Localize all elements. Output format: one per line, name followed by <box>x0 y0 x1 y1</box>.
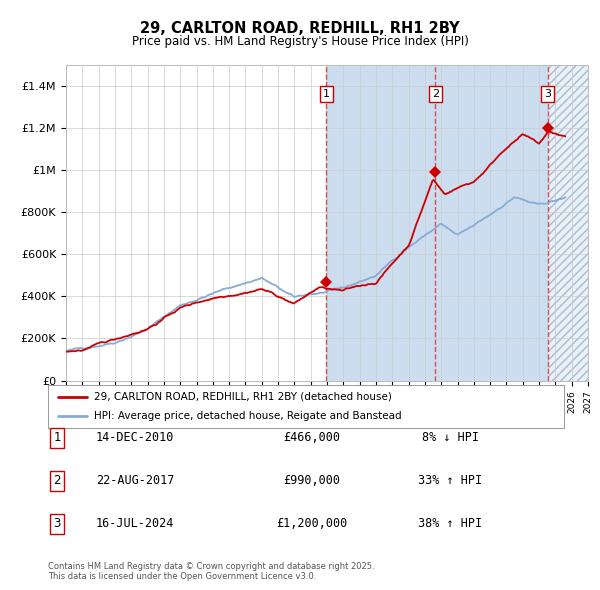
Text: 3: 3 <box>53 517 61 530</box>
Text: 1: 1 <box>323 89 329 99</box>
Text: 33% ↑ HPI: 33% ↑ HPI <box>418 474 482 487</box>
Text: 14-DEC-2010: 14-DEC-2010 <box>96 431 174 444</box>
Bar <box>436 65 548 381</box>
Text: 3: 3 <box>544 89 551 99</box>
Text: 29, CARLTON ROAD, REDHILL, RH1 2BY (detached house): 29, CARLTON ROAD, REDHILL, RH1 2BY (deta… <box>94 392 392 402</box>
Bar <box>548 65 588 381</box>
Text: HPI: Average price, detached house, Reigate and Banstead: HPI: Average price, detached house, Reig… <box>94 411 402 421</box>
Text: £1,200,000: £1,200,000 <box>277 517 347 530</box>
Text: 22-AUG-2017: 22-AUG-2017 <box>96 474 174 487</box>
Text: 38% ↑ HPI: 38% ↑ HPI <box>418 517 482 530</box>
Text: 2: 2 <box>53 474 61 487</box>
Text: 16-JUL-2024: 16-JUL-2024 <box>96 517 174 530</box>
Text: 8% ↓ HPI: 8% ↓ HPI <box>421 431 479 444</box>
Text: Price paid vs. HM Land Registry's House Price Index (HPI): Price paid vs. HM Land Registry's House … <box>131 35 469 48</box>
Text: £466,000: £466,000 <box>284 431 341 444</box>
Text: Contains HM Land Registry data © Crown copyright and database right 2025.
This d: Contains HM Land Registry data © Crown c… <box>48 562 374 581</box>
Text: 1: 1 <box>53 431 61 444</box>
Bar <box>326 65 436 381</box>
Text: 2: 2 <box>432 89 439 99</box>
Text: £990,000: £990,000 <box>284 474 341 487</box>
Text: 29, CARLTON ROAD, REDHILL, RH1 2BY: 29, CARLTON ROAD, REDHILL, RH1 2BY <box>140 21 460 35</box>
